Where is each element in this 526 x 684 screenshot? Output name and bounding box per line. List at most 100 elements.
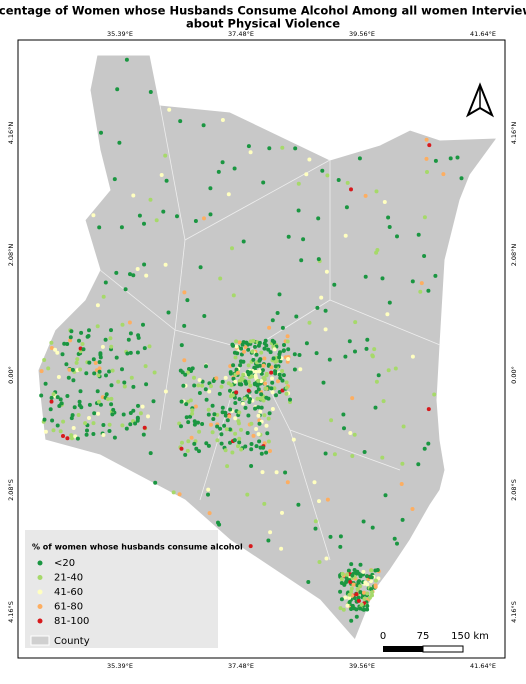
survey-point [358, 606, 363, 611]
survey-point [274, 470, 279, 475]
survey-point [49, 395, 54, 400]
survey-point [128, 272, 132, 277]
survey-point [387, 225, 392, 229]
survey-point [277, 355, 282, 360]
survey-point [220, 405, 225, 410]
survey-point [147, 344, 152, 349]
survey-point [249, 421, 254, 426]
survey-point [426, 407, 431, 412]
survey-point [120, 423, 125, 428]
survey-point [263, 386, 268, 391]
survey-point [269, 365, 274, 370]
survey-point [254, 427, 259, 431]
survey-point [341, 607, 346, 612]
survey-point [226, 192, 231, 197]
survey-point [187, 367, 191, 371]
y-coord-label: 2.08°S [7, 479, 15, 501]
survey-point [183, 452, 188, 457]
survey-point [246, 413, 251, 418]
survey-point [85, 428, 89, 433]
survey-point [422, 254, 427, 258]
survey-point [71, 378, 76, 383]
survey-point [184, 402, 189, 407]
x-coord-label: 35.39°E [107, 30, 133, 38]
survey-point [254, 352, 259, 357]
survey-point [231, 343, 235, 348]
scale-label: 75 [417, 631, 430, 642]
survey-point [259, 379, 264, 384]
survey-point [424, 137, 429, 142]
survey-point [370, 525, 375, 530]
survey-point [329, 418, 334, 423]
survey-point [426, 288, 431, 293]
survey-point [241, 401, 245, 406]
survey-point [361, 519, 366, 524]
survey-point [70, 436, 74, 441]
survey-point [395, 541, 399, 546]
survey-point [185, 448, 190, 453]
survey-point [97, 369, 102, 374]
survey-point [270, 318, 275, 323]
survey-point [123, 287, 128, 292]
survey-point [108, 336, 113, 341]
survey-point [211, 379, 216, 383]
survey-point [92, 371, 97, 376]
survey-point [276, 379, 280, 384]
survey-point [84, 432, 89, 437]
survey-point [163, 262, 168, 267]
survey-point [385, 312, 390, 317]
survey-point [92, 411, 97, 416]
survey-point [135, 418, 140, 423]
x-coord-label: 37.48°E [228, 30, 254, 38]
survey-point [193, 219, 198, 223]
survey-point [243, 444, 248, 449]
survey-point [121, 412, 126, 417]
survey-point [91, 421, 96, 426]
survey-point [197, 378, 202, 382]
scale-bar [383, 645, 464, 653]
survey-point [87, 416, 91, 420]
survey-point [271, 356, 276, 361]
survey-point [69, 329, 74, 334]
survey-point [212, 412, 217, 417]
survey-point [307, 157, 312, 162]
survey-point [49, 399, 54, 404]
legend-swatch [37, 589, 43, 595]
survey-point [257, 421, 262, 426]
survey-point [347, 595, 352, 600]
survey-point [209, 422, 213, 427]
survey-point [393, 366, 398, 371]
survey-point [323, 327, 328, 332]
survey-point [77, 399, 82, 404]
survey-point [185, 298, 190, 303]
survey-point [61, 434, 65, 438]
survey-point [109, 402, 114, 407]
survey-point [77, 338, 81, 343]
survey-point [143, 364, 148, 369]
county-border [289, 429, 401, 471]
survey-point [356, 580, 361, 585]
survey-point [316, 257, 321, 262]
survey-point [351, 582, 356, 587]
survey-point [283, 470, 288, 475]
survey-point [164, 178, 169, 183]
survey-point [395, 234, 399, 239]
survey-point [258, 396, 263, 401]
survey-point [107, 422, 112, 427]
survey-point [117, 140, 122, 145]
survey-point [272, 340, 277, 345]
survey-point [114, 270, 119, 275]
survey-point [219, 441, 224, 446]
survey-point [202, 314, 207, 318]
survey-point [312, 480, 317, 485]
survey-point [65, 394, 70, 398]
survey-point [180, 440, 184, 445]
survey-point [234, 339, 239, 344]
survey-point [103, 337, 108, 342]
survey-point [142, 425, 147, 430]
survey-point [190, 366, 195, 371]
survey-point [324, 556, 329, 561]
survey-point [262, 413, 267, 418]
survey-point [223, 448, 228, 453]
survey-point [193, 404, 198, 409]
